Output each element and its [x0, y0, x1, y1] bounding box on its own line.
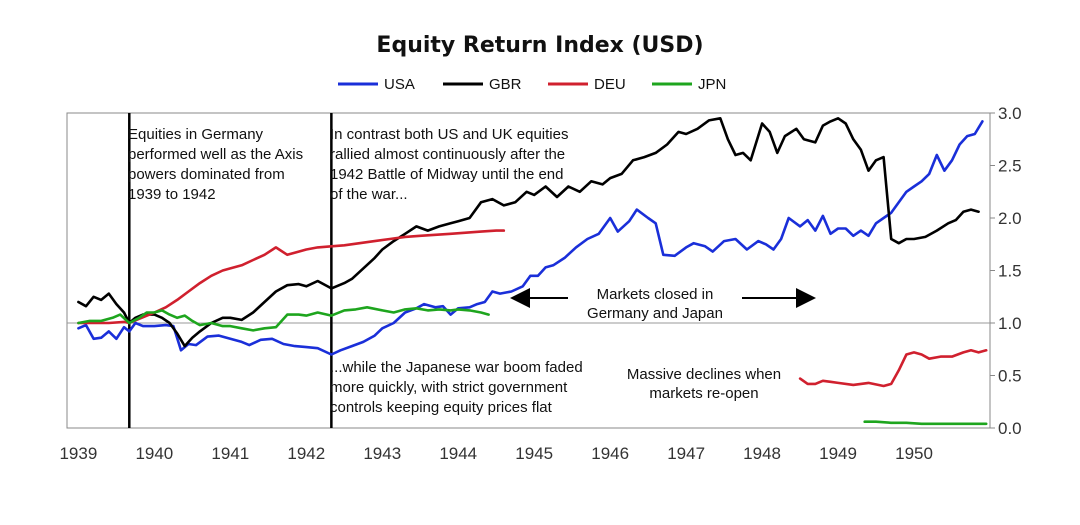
plot-area: 0.0 0.5 1.0 1.5 2.0 2.5 3.0 1939 1940 1941 1942 194…	[59, 104, 1021, 463]
legend-label-usa: USA	[384, 76, 415, 93]
y-tick-label: 2.0	[998, 209, 1022, 228]
legend-label-gbr: GBR	[489, 76, 522, 93]
annotation-line: 1939 to 1942	[128, 186, 216, 203]
y-tick-label: 0.5	[998, 367, 1022, 386]
annotation-line: Germany and Japan	[587, 305, 723, 322]
annotation-2: In contrast both US and UK equities ralli…	[330, 126, 568, 203]
y-tick-label: 0.0	[998, 419, 1022, 438]
annotation-line: performed well as the Axis	[128, 146, 303, 163]
annotation-line: ...while the Japanese war boom faded	[330, 359, 583, 376]
y-tick-label: 2.5	[998, 157, 1022, 176]
annotation-4: ...while the Japanese war boom faded more…	[330, 359, 583, 416]
annotation-line: rallied almost continuously after the	[330, 146, 565, 163]
y-tick-label: 3.0	[998, 104, 1022, 123]
annotation-line: 1942 Battle of Midway until the end	[330, 166, 563, 183]
x-tick-label: 1947	[667, 444, 705, 463]
x-tick-label: 1943	[363, 444, 401, 463]
x-tick-label: 1946	[591, 444, 629, 463]
legend: USA GBR DEU JPN	[338, 76, 726, 93]
annotation-3: Markets closed in Germany and Japan	[587, 286, 723, 322]
y-tick-label: 1.5	[998, 262, 1022, 281]
legend-label-deu: DEU	[594, 76, 626, 93]
x-tick-label: 1948	[743, 444, 781, 463]
x-tick-label: 1949	[819, 444, 857, 463]
chart-title: Equity Return Index (USD)	[376, 33, 703, 58]
annotation-line: Massive declines when	[627, 366, 781, 383]
x-tick-label: 1945	[515, 444, 553, 463]
annotation-line: In contrast both US and UK equities	[330, 126, 568, 143]
annotation-line: controls keeping equity prices flat	[330, 399, 553, 416]
annotation-line: markets re-open	[649, 385, 758, 402]
y-tick-label: 1.0	[998, 314, 1022, 333]
annotation-line: powers dominated from	[128, 166, 285, 183]
annotation-line: of the war...	[330, 186, 408, 203]
x-tick-label: 1939	[59, 444, 97, 463]
annotation-line: more quickly, with strict government	[330, 379, 568, 396]
x-tick-label: 1941	[211, 444, 249, 463]
annotation-5: Massive declines when markets re-open	[627, 366, 781, 402]
legend-label-jpn: JPN	[698, 76, 726, 93]
x-tick-label: 1950	[895, 444, 933, 463]
annotation-line: Equities in Germany	[128, 126, 264, 143]
annotation-line: Markets closed in	[597, 286, 714, 303]
series-line-usa	[77, 120, 984, 356]
series-line-gbr	[77, 117, 980, 348]
x-tick-label: 1942	[287, 444, 325, 463]
x-tick-label: 1940	[135, 444, 173, 463]
series-line-deu	[77, 229, 988, 388]
series-line-jpn	[77, 306, 988, 426]
annotation-1: Equities in Germany performed well as the…	[128, 126, 303, 203]
x-tick-label: 1944	[439, 444, 477, 463]
